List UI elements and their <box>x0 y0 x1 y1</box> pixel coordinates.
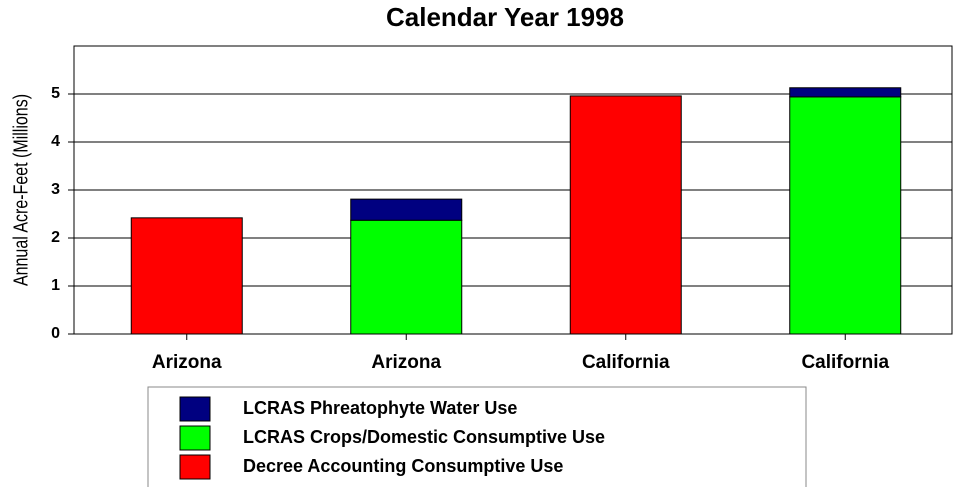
legend-swatch <box>179 454 211 480</box>
bar-segment <box>569 95 682 335</box>
bar-segment <box>350 198 463 221</box>
y-tick-label: 0 <box>51 325 60 342</box>
chart-title: Calendar Year 1998 <box>386 2 624 32</box>
legend-swatch <box>179 396 211 422</box>
x-tick-label: California <box>582 352 670 373</box>
y-axis-label: Annual Acre-Feet (Millions) <box>10 94 32 286</box>
legend-swatch <box>179 425 211 451</box>
bar-segment <box>350 219 463 335</box>
y-tick-label: 2 <box>51 229 60 246</box>
y-tick-label: 1 <box>51 277 60 294</box>
legend-label: LCRAS Crops/Domestic Consumptive Use <box>243 427 605 447</box>
bar-segment <box>789 96 902 335</box>
legend-label: Decree Accounting Consumptive Use <box>243 456 563 476</box>
x-tick-label: Arizona <box>152 352 222 373</box>
x-tick-label: Arizona <box>371 352 441 373</box>
legend-label: LCRAS Phreatophyte Water Use <box>243 398 517 418</box>
x-tick-label: California <box>801 352 889 373</box>
legend-box <box>147 386 807 487</box>
y-tick-label: 4 <box>51 133 60 150</box>
plot-frame <box>73 45 953 335</box>
bar-segment <box>789 87 902 98</box>
y-tick-label: 3 <box>51 181 60 198</box>
y-tick-label: 5 <box>51 85 60 102</box>
bar-segment <box>130 217 243 335</box>
